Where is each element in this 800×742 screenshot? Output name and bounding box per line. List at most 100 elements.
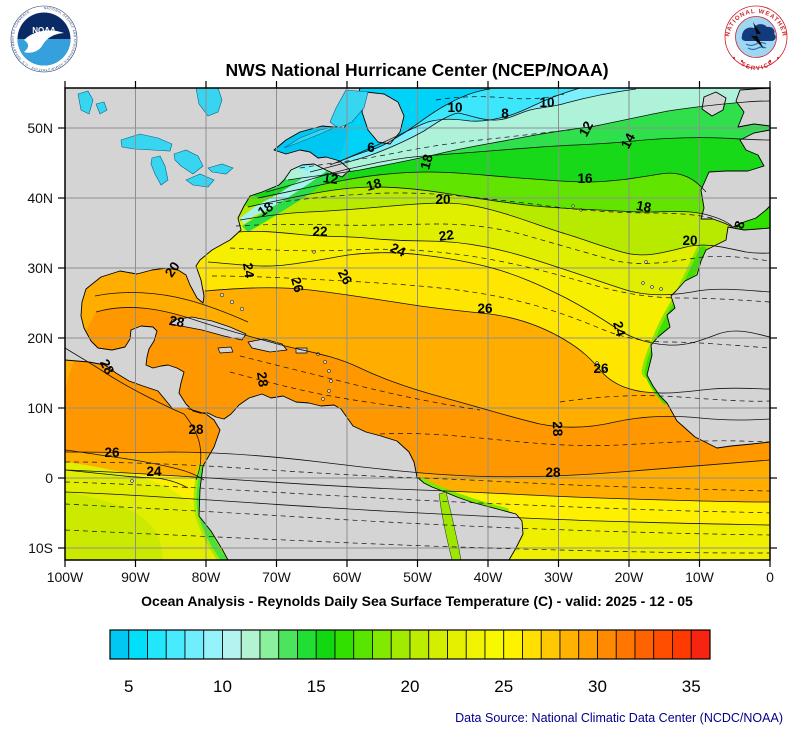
axis-ticks xyxy=(58,81,777,567)
colorbar-cell xyxy=(465,629,486,660)
lake-erie xyxy=(185,173,215,188)
colorbar-cell xyxy=(353,629,373,660)
colorbar-cell xyxy=(109,629,130,660)
colorbar-cell xyxy=(503,629,523,660)
contour-label: 28 xyxy=(550,421,566,437)
land-ireland xyxy=(701,91,727,117)
colorbar-cell xyxy=(165,629,186,660)
caption: Ocean Analysis - Reynolds Daily Sea Surf… xyxy=(141,593,693,609)
contour-label: 20 xyxy=(682,233,697,248)
colorbar-cell xyxy=(522,629,542,660)
x-tick-label: 40W xyxy=(474,569,504,585)
colorbar-cell xyxy=(615,629,636,660)
page-title: NWS National Hurricane Center (NCEP/NOAA… xyxy=(225,60,608,80)
contour-label: 12 xyxy=(322,170,339,187)
contour-label: 8 xyxy=(731,219,748,231)
colorbar-cell xyxy=(203,629,223,660)
colorbar-cell xyxy=(653,629,673,660)
contour-lines-dashed xyxy=(65,93,770,554)
contour-label: 16 xyxy=(577,171,593,186)
x-tick-label: 100W xyxy=(47,569,84,585)
colorbar-cell xyxy=(372,629,392,660)
contour-label: 6 xyxy=(367,140,375,155)
colorbar-cell xyxy=(315,629,336,660)
y-tick-label: 20N xyxy=(27,330,53,346)
land-newfoundland xyxy=(361,91,405,145)
contour-label: 18 xyxy=(417,152,436,171)
james-bay xyxy=(195,88,223,117)
contour-label: 18 xyxy=(365,175,384,194)
lake-michigan xyxy=(150,155,169,186)
x-tick-label: 20W xyxy=(615,569,645,585)
contour-label: 26 xyxy=(335,267,356,288)
y-tick-label: 10N xyxy=(27,400,53,416)
colorbar-tick-label: 30 xyxy=(588,677,607,696)
lake-huron xyxy=(173,149,204,175)
lake-superior xyxy=(120,133,173,152)
contour-lines-solid xyxy=(65,88,770,526)
x-axis-labels: 100W 90W 80W 70W 60W 50W 40W 30W 20W 10W 0 xyxy=(47,569,774,585)
x-tick-label: 30W xyxy=(544,569,574,585)
contour-label: 20 xyxy=(435,192,450,207)
colorbar-tick-labels: 5 10 15 20 25 30 35 xyxy=(124,677,701,696)
colorbar-tick-label: 5 xyxy=(124,677,133,696)
colorbar-cell xyxy=(334,629,355,660)
contour-label: 26 xyxy=(477,301,493,316)
colorbar-cell xyxy=(278,629,298,660)
y-tick-label: 30N xyxy=(27,260,53,276)
colorbar-tick-label: 20 xyxy=(401,677,420,696)
colorbar-cell xyxy=(128,629,148,660)
contour-label: 18 xyxy=(635,198,653,215)
island-jamaica xyxy=(217,346,234,354)
graticule xyxy=(65,88,770,560)
colorbar-cell xyxy=(297,629,317,660)
noaa-logo: NATIONAL OCEANIC AND ATMOSPHERIC ADMINIS… xyxy=(10,5,78,73)
lakes xyxy=(77,88,462,560)
colorbar-tick-label: 10 xyxy=(213,677,232,696)
colorbar-cell xyxy=(259,629,280,660)
noaa-bird-icon xyxy=(24,30,64,53)
contour-label: 10 xyxy=(539,95,554,110)
contour-label: 28 xyxy=(168,313,186,330)
colorbar-tick-label: 35 xyxy=(682,677,701,696)
contour-label: 26 xyxy=(104,445,120,460)
y-tick-label: 40N xyxy=(27,190,53,206)
colorbar-cell xyxy=(447,629,467,660)
colorbar-cell xyxy=(390,629,411,660)
contour-label: 10 xyxy=(447,100,462,115)
contour-label: 26 xyxy=(593,361,609,376)
colorbar-cell xyxy=(597,629,617,660)
contour-label: 28 xyxy=(188,422,204,437)
colorbar-cell xyxy=(428,629,448,660)
colorbar-cell xyxy=(578,629,598,660)
x-tick-label: 70W xyxy=(262,569,292,585)
x-tick-label: 60W xyxy=(333,569,363,585)
x-tick-label: 0 xyxy=(766,569,774,585)
colorbar: 5 10 15 20 25 30 35 xyxy=(109,629,711,696)
colorbar-tick-label: 25 xyxy=(494,677,513,696)
contour-label: 14 xyxy=(618,130,639,151)
x-tick-label: 50W xyxy=(403,569,433,585)
amazon-wedge xyxy=(438,491,462,560)
land-france-iberia xyxy=(700,129,770,228)
colorbar-cell xyxy=(672,629,692,660)
y-tick-label: 10S xyxy=(28,540,53,556)
y-axis-labels: 50N 40N 30N 20N 10N 0 10S xyxy=(27,120,53,556)
contour-label: 24 xyxy=(610,320,629,339)
colorbar-cell xyxy=(240,629,261,660)
colorbar-cell xyxy=(184,629,205,660)
contour-label: 22 xyxy=(438,227,455,244)
colorbar-cell xyxy=(222,629,242,660)
colorbar-border xyxy=(109,629,711,660)
colorbar-cell xyxy=(484,629,505,660)
y-tick-label: 0 xyxy=(45,470,53,486)
colorbar-cell xyxy=(147,629,167,660)
colorbar-cell xyxy=(634,629,655,660)
contour-label: 28 xyxy=(97,357,118,378)
x-tick-label: 10W xyxy=(685,569,715,585)
island-cuba xyxy=(169,316,247,341)
land-americas xyxy=(65,88,524,560)
contour-label: 28 xyxy=(254,371,271,388)
small-islands xyxy=(130,204,663,483)
